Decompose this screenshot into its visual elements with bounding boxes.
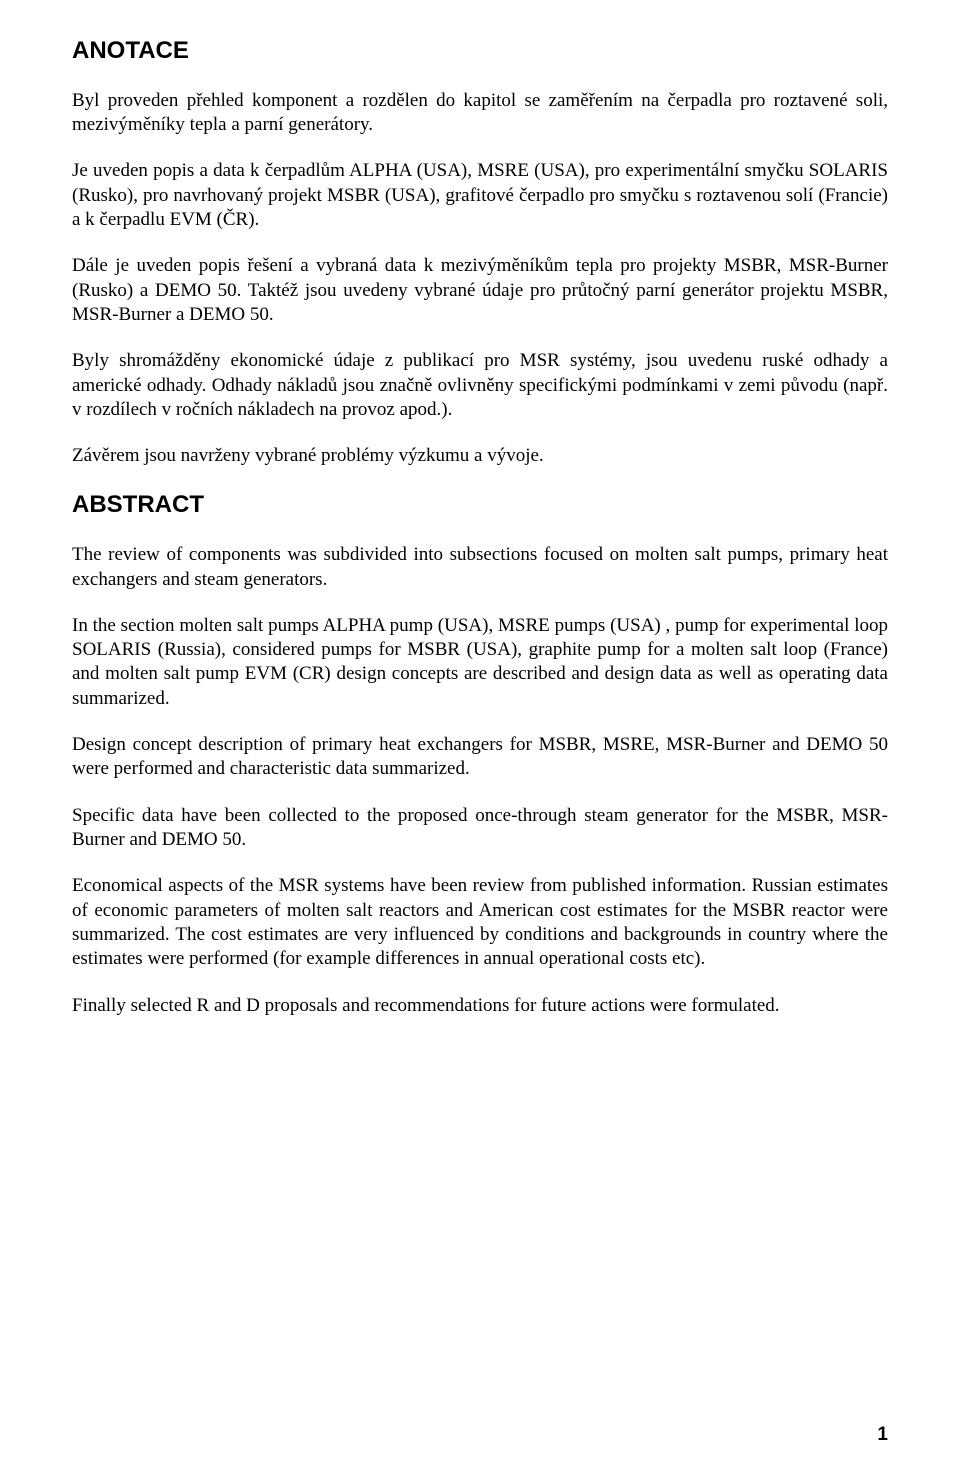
paragraph-cz-2: Je uveden popis a data k čerpadlům ALPHA… bbox=[72, 159, 888, 232]
paragraph-en-4: Specific data have been collected to the… bbox=[72, 804, 888, 853]
paragraph-cz-4: Byly shromážděny ekonomické údaje z publ… bbox=[72, 349, 888, 422]
paragraph-cz-5: Závěrem jsou navrženy vybrané problémy v… bbox=[72, 444, 888, 468]
paragraph-cz-1: Byl proveden přehled komponent a rozděle… bbox=[72, 89, 888, 138]
heading-abstract: ABSTRACT bbox=[72, 490, 888, 521]
paragraph-en-2: In the section molten salt pumps ALPHA p… bbox=[72, 614, 888, 711]
paragraph-en-6: Finally selected R and D proposals and r… bbox=[72, 994, 888, 1018]
page-number: 1 bbox=[877, 1423, 888, 1447]
document-page: ANOTACE Byl proveden přehled komponent a… bbox=[0, 0, 960, 1471]
paragraph-en-1: The review of components was subdivided … bbox=[72, 543, 888, 592]
paragraph-en-3: Design concept description of primary he… bbox=[72, 733, 888, 782]
paragraph-cz-3: Dále je uveden popis řešení a vybraná da… bbox=[72, 254, 888, 327]
paragraph-en-5: Economical aspects of the MSR systems ha… bbox=[72, 874, 888, 971]
heading-anotace: ANOTACE bbox=[72, 36, 888, 67]
